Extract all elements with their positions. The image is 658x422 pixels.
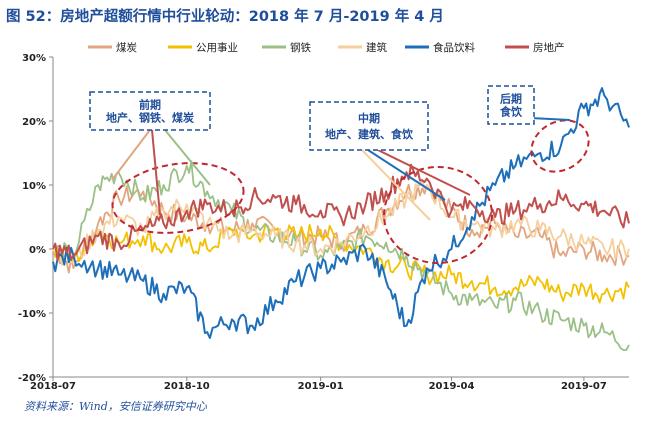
annotation-box-late xyxy=(487,85,535,125)
y-tick-label: 30% xyxy=(22,53,46,64)
annotation-text-early: 地产、钢铁、煤炭 xyxy=(106,110,194,124)
figure-title: 图 52：房地产超额行情中行业轮动：2018 年 7 月-2019 年 4 月 xyxy=(6,9,444,25)
y-tick-label: -20% xyxy=(18,373,46,384)
legend-label: 钢铁 xyxy=(290,41,311,54)
annotation-text-late: 食饮 xyxy=(500,104,523,118)
annotation-box-early xyxy=(89,91,211,131)
y-tick-label: 20% xyxy=(22,117,46,128)
series-line xyxy=(52,160,630,351)
annotation-pointer-line xyxy=(164,129,211,186)
legend-label: 食品饮料 xyxy=(433,41,475,54)
annotation-text-late: 后期 xyxy=(500,92,522,106)
highlight-ellipse-mid xyxy=(383,166,493,264)
legend-label: 公用事业 xyxy=(196,41,238,54)
annotation-text-early: 前期 xyxy=(139,98,161,112)
legend-label: 建筑 xyxy=(366,41,387,54)
source-note: 资料来源：Wind，安信证券研究中心 xyxy=(24,400,207,413)
annotation-pointer-line xyxy=(111,129,151,181)
x-tick-label: 2019-04 xyxy=(429,381,475,392)
legend-label: 房地产 xyxy=(533,41,565,54)
y-tick-label: 0% xyxy=(29,245,46,256)
annotation-pointer-line xyxy=(361,149,431,221)
x-tick-label: 2018-10 xyxy=(164,381,210,392)
highlight-ellipse-late xyxy=(530,119,590,173)
x-tick-label: 2018-07 xyxy=(30,381,76,392)
annotation-text-mid: 地产、建筑、食饮 xyxy=(325,127,414,141)
x-tick-label: 2019-07 xyxy=(561,381,607,392)
annotation-pointer-line xyxy=(151,129,161,216)
annotation-text-mid: 中期 xyxy=(358,111,380,125)
annotation-pointer-line xyxy=(377,149,471,196)
annotation-pointer-line xyxy=(529,117,571,121)
legend-label: 煤炭 xyxy=(116,41,137,54)
annotation-box-mid xyxy=(309,101,429,151)
series-line xyxy=(52,163,630,262)
y-tick-label: -10% xyxy=(18,309,46,320)
highlight-ellipse-early xyxy=(111,162,245,234)
x-tick-label: 2019-01 xyxy=(298,381,344,392)
annotation-pointer-line xyxy=(367,149,446,201)
y-tick-label: 10% xyxy=(22,181,46,192)
